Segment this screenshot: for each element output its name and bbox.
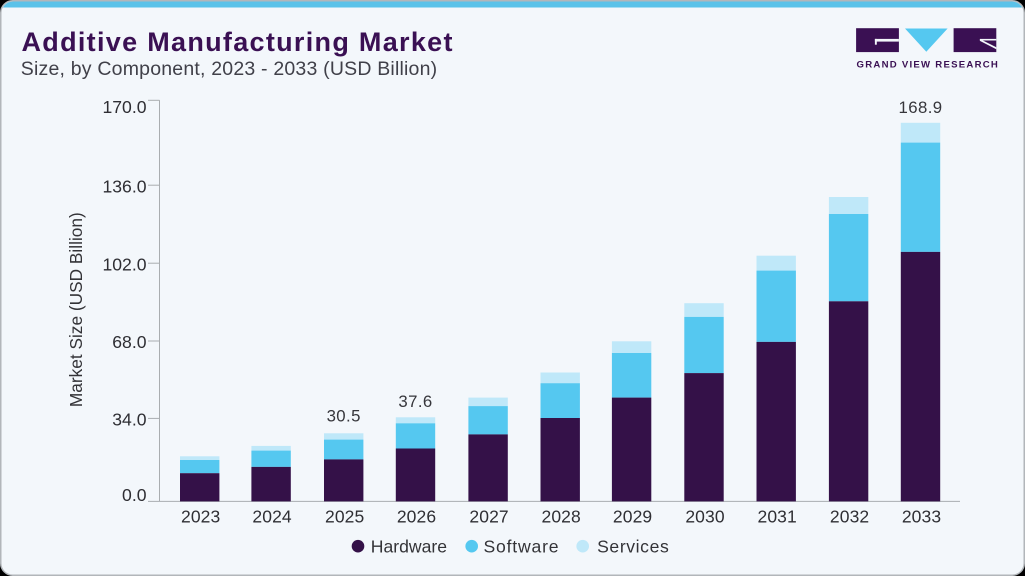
svg-text:Software: Software	[484, 536, 560, 556]
svg-text:Additive Manufacturing Market: Additive Manufacturing Market	[22, 27, 454, 57]
svg-text:2029: 2029	[613, 507, 652, 527]
svg-text:Market Size (USD Billion): Market Size (USD Billion)	[66, 212, 86, 407]
svg-text:102.0: 102.0	[102, 254, 146, 274]
svg-text:170.0: 170.0	[102, 97, 146, 117]
svg-text:37.6: 37.6	[398, 392, 432, 411]
svg-text:GRAND VIEW RESEARCH: GRAND VIEW RESEARCH	[857, 59, 1000, 70]
svg-text:34.0: 34.0	[112, 410, 146, 430]
svg-text:2023: 2023	[181, 507, 220, 527]
svg-text:168.9: 168.9	[899, 98, 943, 117]
svg-text:Services: Services	[597, 536, 669, 556]
svg-text:0.0: 0.0	[122, 485, 147, 505]
svg-text:2027: 2027	[469, 507, 508, 527]
svg-text:2031: 2031	[758, 507, 797, 527]
svg-text:2032: 2032	[830, 507, 869, 527]
svg-text:Size, by Component, 2023 - 203: Size, by Component, 2023 - 2033 (USD Bil…	[21, 58, 438, 80]
svg-text:2025: 2025	[325, 507, 364, 527]
svg-text:Hardware: Hardware	[371, 536, 447, 556]
svg-text:2028: 2028	[542, 507, 581, 527]
svg-text:2033: 2033	[902, 507, 941, 527]
svg-text:2024: 2024	[252, 507, 291, 527]
svg-text:2026: 2026	[397, 507, 436, 527]
svg-text:30.5: 30.5	[327, 407, 361, 426]
svg-text:2030: 2030	[685, 507, 724, 527]
svg-text:136.0: 136.0	[102, 176, 146, 196]
svg-text:68.0: 68.0	[112, 332, 146, 352]
